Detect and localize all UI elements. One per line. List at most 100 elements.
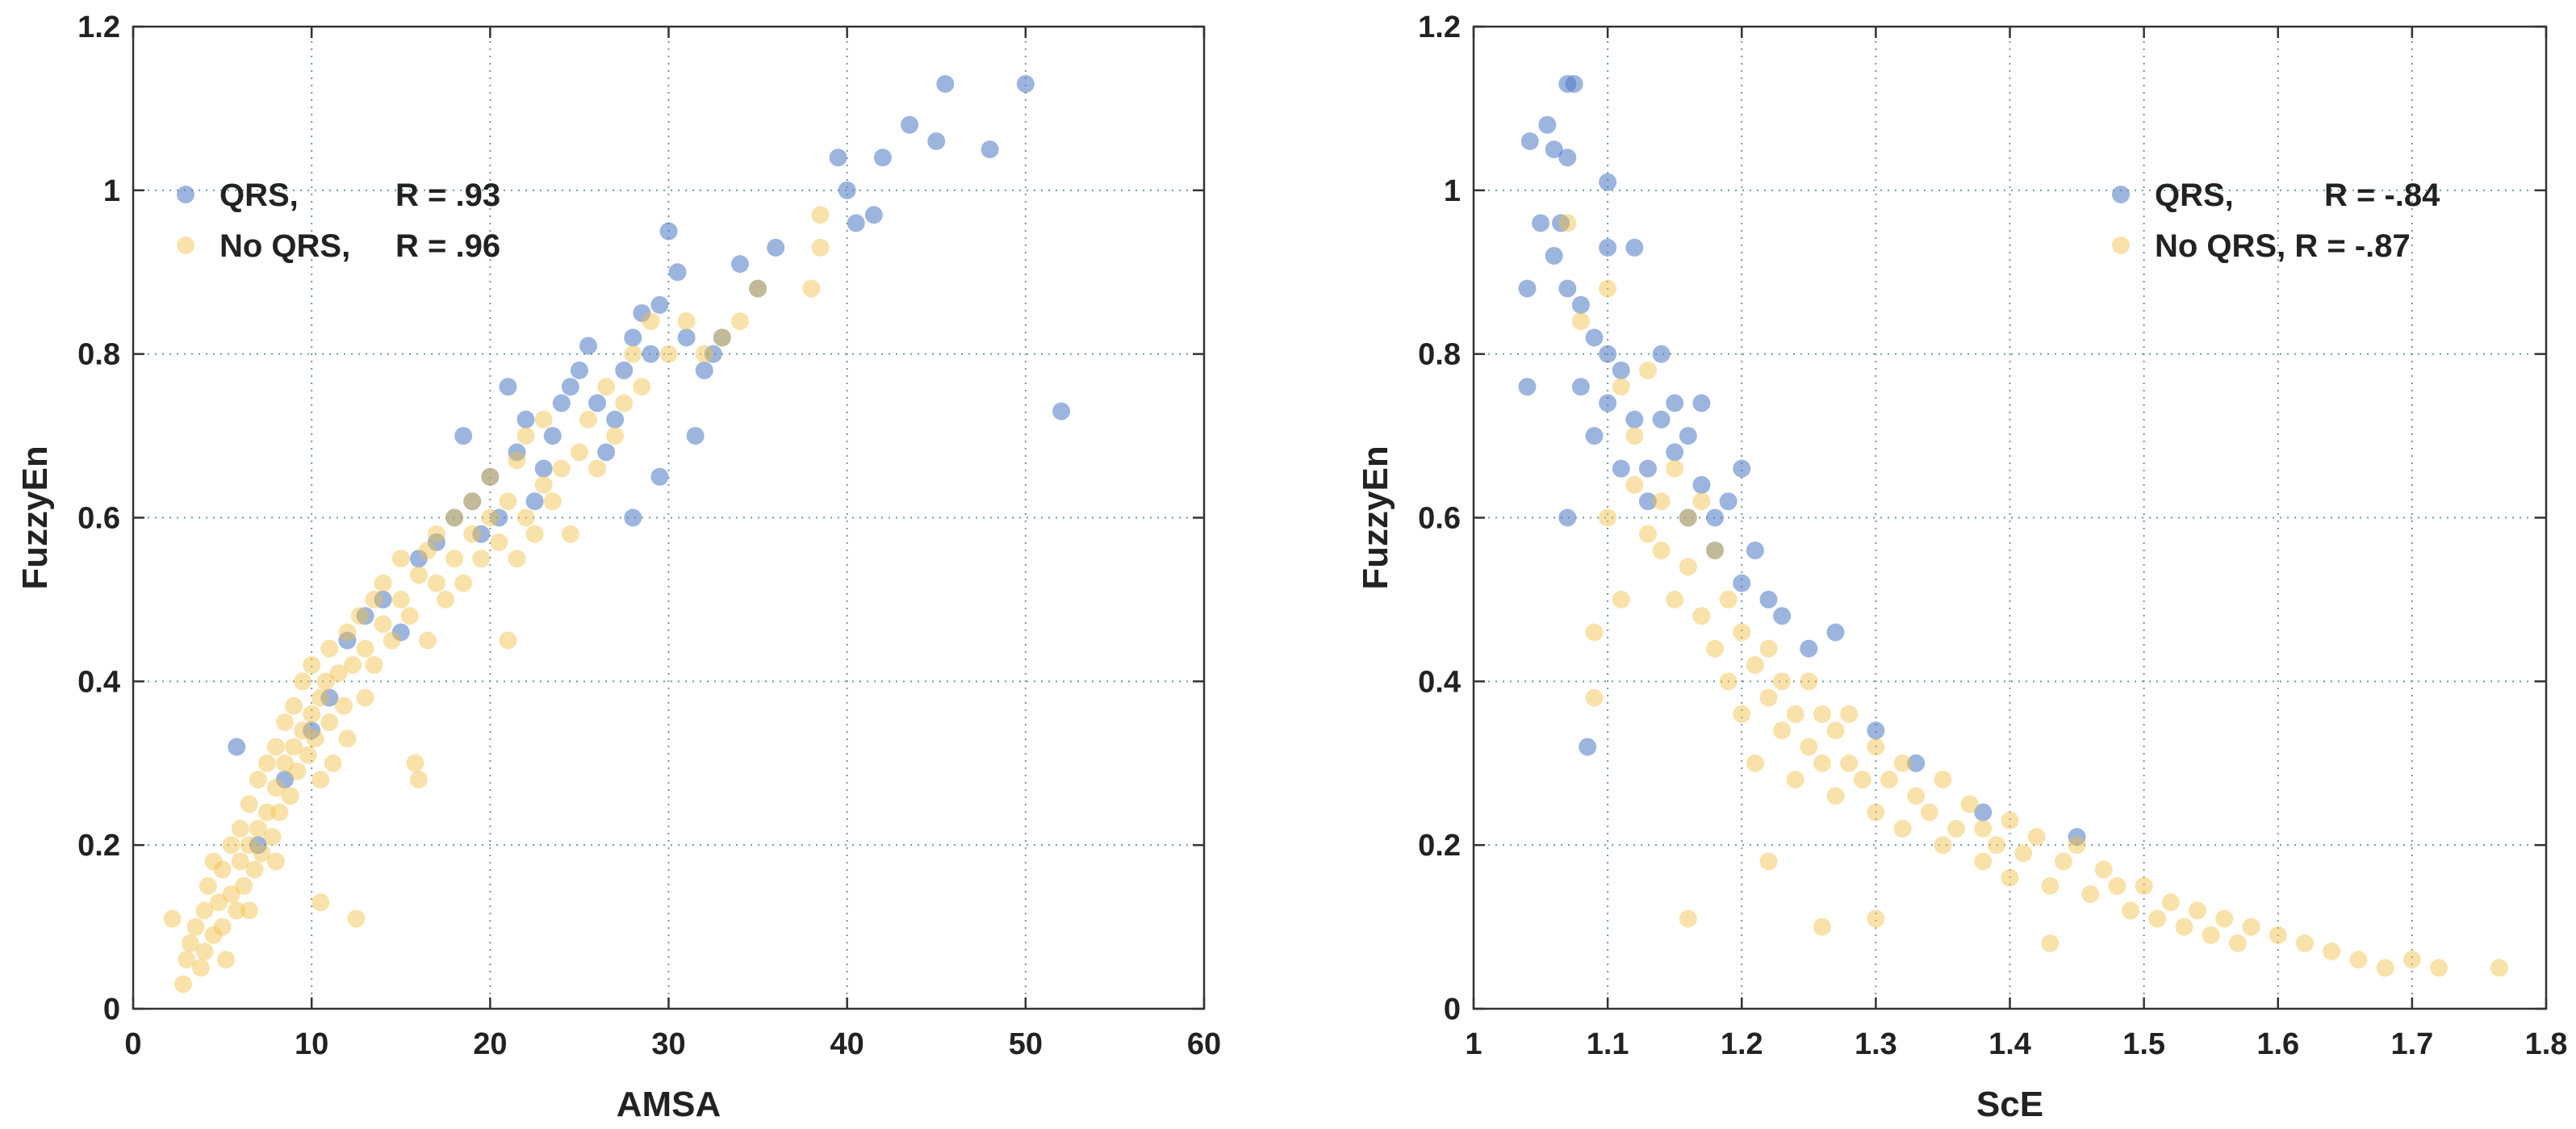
data-point: [579, 337, 597, 355]
data-point: [338, 623, 357, 642]
x-tick-label: 1.7: [2390, 1027, 2433, 1061]
data-point: [1746, 754, 1764, 772]
data-point: [1545, 246, 1563, 265]
data-point: [316, 672, 335, 691]
data-point: [1960, 795, 1979, 813]
data-point: [873, 148, 892, 167]
data-point: [1571, 295, 1590, 314]
data-point: [1759, 688, 1778, 707]
data-point: [374, 574, 392, 592]
x-tick-label: 1.3: [1855, 1027, 1897, 1061]
data-point: [597, 443, 616, 462]
data-point: [1893, 754, 1912, 772]
data-point: [294, 721, 312, 740]
data-point: [253, 844, 271, 863]
data-point: [178, 951, 196, 969]
data-point: [508, 451, 526, 470]
data-point: [1773, 607, 1792, 625]
y-axis-label: FuzzyEn: [1356, 445, 1395, 589]
data-point: [1652, 542, 1671, 560]
x-tick-label: 0: [124, 1027, 141, 1061]
data-point: [266, 852, 285, 871]
data-point: [490, 533, 508, 551]
data-point: [1652, 410, 1671, 429]
data-point: [1599, 508, 1617, 527]
grid: [133, 27, 1204, 1009]
data-point: [231, 852, 249, 871]
data-point: [1545, 140, 1563, 159]
data-point: [1679, 508, 1697, 527]
data-point: [1800, 738, 1818, 756]
data-point: [391, 623, 410, 642]
data-point: [1599, 394, 1617, 412]
data-point: [1880, 771, 1898, 789]
data-point: [174, 975, 192, 993]
data-point: [249, 836, 267, 855]
data-point: [552, 459, 571, 478]
data-point: [409, 550, 428, 568]
data-point: [1947, 819, 1966, 838]
y-tick-label: 1: [1444, 174, 1461, 208]
data-point: [1719, 492, 1738, 511]
data-point: [324, 754, 342, 772]
data-point: [534, 410, 553, 429]
data-point: [249, 819, 267, 838]
data-point: [1599, 345, 1617, 363]
data-point: [1719, 590, 1738, 608]
series-no-qrs: [1558, 214, 2508, 977]
data-point: [1826, 623, 1845, 642]
x-tick-label: 1.6: [2256, 1027, 2299, 1061]
data-point: [499, 378, 517, 396]
data-point: [686, 427, 705, 445]
data-point: [344, 656, 362, 675]
right-scatter-plot: 1 1.1 1.2 1.3 1.4 1.5 1.6 1.7 1.8 0 0.2 0.4 0.6 0.8 1 1…: [1356, 10, 2567, 1124]
data-point: [303, 705, 321, 723]
data-point: [936, 74, 955, 93]
y-tick-label: 0: [103, 993, 120, 1027]
data-point: [2014, 844, 2033, 863]
data-point: [1585, 623, 1604, 642]
data-point: [347, 909, 366, 928]
data-point: [901, 115, 919, 134]
data-point: [534, 475, 553, 494]
data-point: [1719, 672, 1738, 691]
data-point: [1571, 378, 1590, 396]
data-point: [1893, 819, 1912, 838]
data-point: [2175, 918, 2193, 936]
data-point: [1679, 508, 1697, 527]
data-point: [1558, 279, 1577, 298]
x-tick-label: 1.2: [1721, 1027, 1763, 1061]
data-point: [306, 730, 324, 748]
data-point: [516, 427, 535, 445]
data-point: [1638, 525, 1657, 543]
data-point: [1518, 378, 1537, 396]
y-tick-label: 0.8: [77, 338, 120, 372]
data-point: [1907, 787, 1926, 805]
data-point: [695, 361, 713, 379]
data-point: [1638, 459, 1657, 478]
data-point: [1538, 115, 1557, 134]
data-point: [1867, 803, 1885, 822]
data-point: [222, 836, 240, 855]
data-point: [2122, 901, 2140, 920]
data-point: [320, 639, 339, 658]
data-point: [2269, 926, 2287, 944]
data-point: [1786, 771, 1804, 789]
data-point: [445, 508, 464, 527]
data-point: [490, 508, 508, 527]
data-point: [811, 238, 830, 257]
data-point: [454, 427, 473, 445]
legend-label: No QRS,: [220, 228, 350, 264]
data-point: [1612, 590, 1630, 608]
y-tick-label: 0.2: [77, 829, 120, 863]
data-point: [481, 467, 500, 486]
data-point: [570, 361, 588, 379]
data-point: [642, 312, 660, 331]
data-point: [1599, 279, 1617, 298]
data-point: [543, 492, 562, 511]
data-point: [1571, 312, 1590, 331]
data-point: [2108, 876, 2126, 895]
data-point: [199, 876, 217, 895]
legend-label: QRS,: [2155, 178, 2234, 213]
x-tick-label: 1: [1465, 1027, 1482, 1061]
